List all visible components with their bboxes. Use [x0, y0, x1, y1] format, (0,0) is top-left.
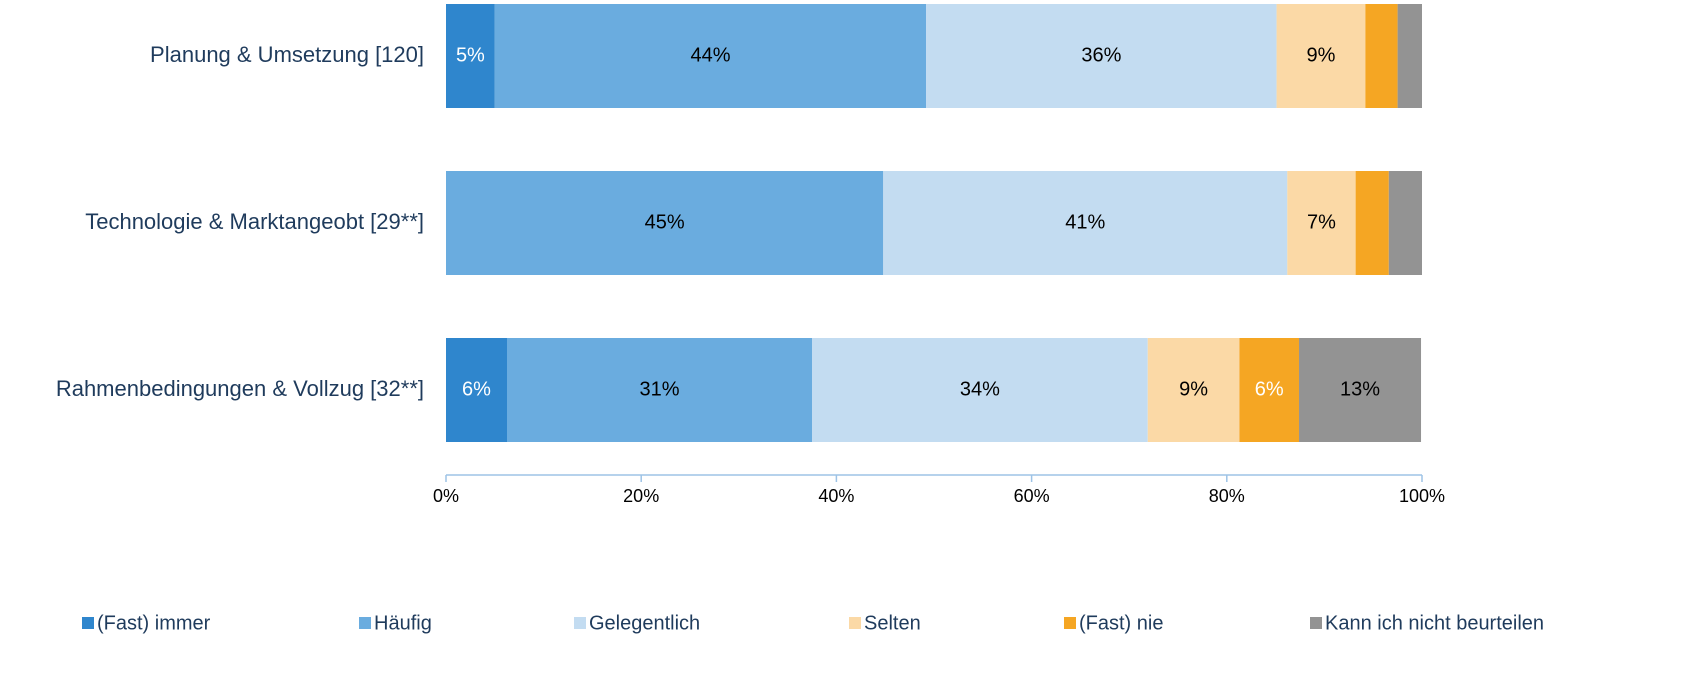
- x-tick-label: 80%: [1209, 486, 1245, 506]
- bar-segment: [1397, 4, 1422, 108]
- data-label: 31%: [639, 378, 679, 400]
- data-label: 9%: [1307, 44, 1336, 66]
- data-label: 36%: [1081, 44, 1121, 66]
- category-label: Rahmenbedingungen & Vollzug [32**]: [56, 376, 424, 401]
- bar-segment: [883, 171, 1288, 275]
- legend-label: (Fast) nie: [1079, 612, 1163, 634]
- bar-segment: [507, 338, 812, 442]
- data-label: 6%: [462, 378, 491, 400]
- data-label: 41%: [1065, 211, 1105, 233]
- bar-segment: [1239, 338, 1300, 442]
- legend-label: Gelegentlich: [589, 612, 700, 634]
- category-label: Planung & Umsetzung [120]: [150, 42, 424, 67]
- bar-segment: [446, 4, 495, 108]
- data-label: 45%: [645, 211, 685, 233]
- x-tick-label: 40%: [818, 486, 854, 506]
- bar-segment: [926, 4, 1277, 108]
- data-label: 34%: [960, 378, 1000, 400]
- legend-label: (Fast) immer: [97, 612, 211, 634]
- x-tick-label: 100%: [1399, 486, 1445, 506]
- bar-segment: [446, 171, 884, 275]
- legend-swatch: [1064, 617, 1076, 629]
- category-label: Technologie & Marktangeobt [29**]: [85, 209, 424, 234]
- bar-segment: [1365, 4, 1398, 108]
- bar-segment: [1276, 4, 1366, 108]
- data-label: 7%: [1307, 211, 1336, 233]
- bar-segment: [494, 4, 927, 108]
- data-label: 6%: [1255, 378, 1284, 400]
- legend-swatch: [1310, 617, 1322, 629]
- bar-segment: [1388, 171, 1422, 275]
- bar-segment: [1299, 338, 1422, 442]
- data-label: 5%: [456, 44, 485, 66]
- bar-segment: [812, 338, 1148, 442]
- legend-swatch: [82, 617, 94, 629]
- x-tick-label: 0%: [433, 486, 459, 506]
- data-label: 9%: [1179, 378, 1208, 400]
- bar-segment: [1287, 171, 1356, 275]
- legend-swatch: [574, 617, 586, 629]
- x-tick-label: 60%: [1014, 486, 1050, 506]
- legend-label: Selten: [864, 612, 921, 634]
- x-tick-label: 20%: [623, 486, 659, 506]
- legend-label: Kann ich nicht beurteilen: [1325, 612, 1544, 634]
- bar-segment: [1355, 171, 1389, 275]
- legend-label: Häufig: [374, 612, 432, 634]
- legend-swatch: [359, 617, 371, 629]
- data-label: 13%: [1340, 378, 1380, 400]
- data-label: 44%: [690, 44, 730, 66]
- bar-segment: [1147, 338, 1240, 442]
- legend-swatch: [849, 617, 861, 629]
- bar-segment: [446, 338, 507, 442]
